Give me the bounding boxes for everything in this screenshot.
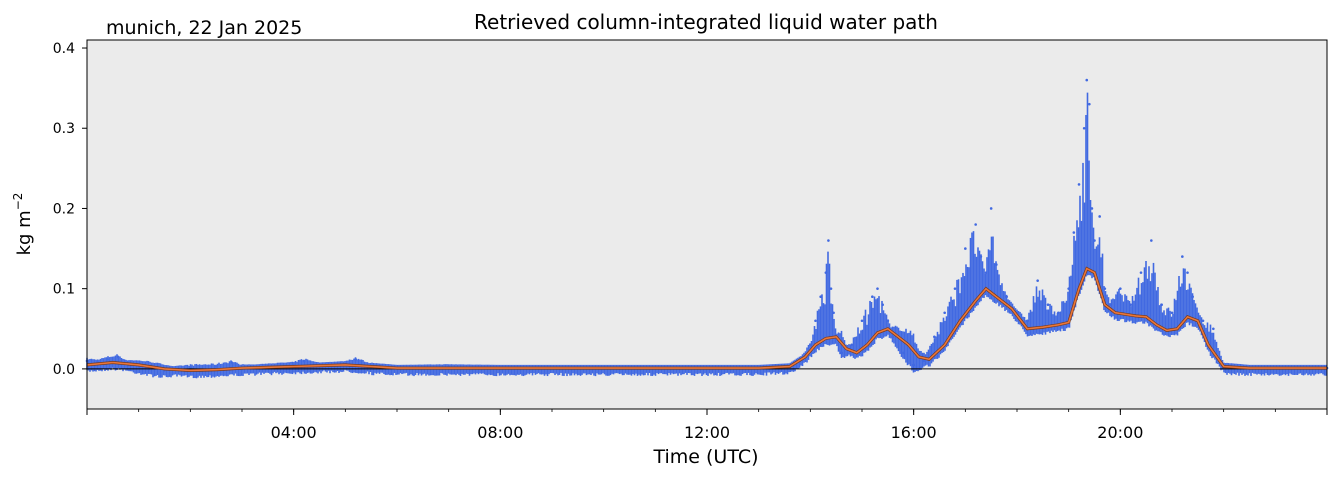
raw-data-point <box>1186 271 1189 274</box>
x-axis-label: Time (UTC) <box>652 446 758 468</box>
x-tick-label: 16:00 <box>891 423 937 442</box>
raw-data-point <box>809 343 812 347</box>
raw-data-point <box>1212 327 1215 331</box>
raw-data-point <box>1093 239 1096 242</box>
raw-data-point <box>106 357 109 361</box>
raw-data-point <box>1181 255 1184 258</box>
raw-data-point <box>214 365 218 368</box>
raw-data-point <box>1057 311 1060 315</box>
y-tick-label: 0.2 <box>53 201 75 217</box>
raw-data-point <box>840 351 843 355</box>
x-tick-label: 12:00 <box>684 423 730 442</box>
raw-data-point <box>1103 287 1107 290</box>
raw-data-point <box>989 207 993 210</box>
raw-data-point <box>1139 271 1143 274</box>
raw-data-point <box>902 351 905 355</box>
raw-data-point <box>819 295 822 298</box>
x-axis: 04:00 08:00 12:00 16:00 20:00 <box>86 409 1328 442</box>
y-tick-label: 0.1 <box>53 282 75 298</box>
raw-data-point <box>1005 295 1008 298</box>
raw-data-point <box>1119 287 1122 290</box>
plot-area <box>87 40 1327 409</box>
raw-data-point <box>995 263 998 266</box>
x-tick-label: 04:00 <box>271 423 317 442</box>
raw-data-point <box>984 271 988 274</box>
raw-data-point <box>964 247 967 250</box>
raw-data-point <box>1201 319 1205 323</box>
raw-data-point <box>974 223 977 226</box>
raw-data-point <box>871 295 874 298</box>
raw-data-point <box>354 357 357 361</box>
raw-data-point <box>832 311 835 315</box>
raw-data-point <box>827 239 830 242</box>
raw-data-point <box>881 303 884 307</box>
chart-title: Retrieved column-integrated liquid water… <box>474 10 938 34</box>
y-axis: 0.0 0.1 0.2 0.3 0.4 <box>53 41 87 378</box>
y-tick-label: 0.0 <box>53 362 75 378</box>
raw-data-point <box>891 335 895 339</box>
raw-data-point <box>943 311 946 315</box>
raw-data-point <box>1082 126 1086 130</box>
raw-data-point <box>230 361 233 364</box>
smoothed-line-layer <box>86 266 1327 373</box>
raw-data-point <box>1067 287 1070 290</box>
raw-data-point <box>302 359 306 363</box>
y-axis-label: kg m−2 <box>11 193 35 256</box>
raw-data-point <box>116 355 120 359</box>
y-axis-label-text: kg m <box>14 210 35 255</box>
raw-data-point <box>189 365 192 369</box>
raw-data-point <box>1046 303 1050 307</box>
raw-data-point <box>850 343 853 347</box>
raw-data-point <box>1108 303 1112 307</box>
raw-data-point <box>1191 295 1194 298</box>
raw-data-point <box>829 287 833 290</box>
raw-data-point <box>1026 319 1029 323</box>
raw-data-point <box>1077 183 1081 186</box>
raw-data-point <box>1170 311 1174 315</box>
raw-data-point <box>922 359 926 363</box>
raw-data-point <box>1085 78 1089 82</box>
location-date-label: munich, 22 Jan 2025 <box>106 17 302 39</box>
raw-data-point <box>912 363 915 367</box>
raw-data-point <box>1150 239 1153 242</box>
raw-data-point <box>1090 207 1094 210</box>
raw-data-point <box>1098 215 1101 218</box>
raw-data-point <box>1088 102 1091 106</box>
raw-data-point <box>1160 303 1163 307</box>
y-tick-label: 0.4 <box>53 41 75 57</box>
raw-data-point <box>1129 303 1132 307</box>
x-tick-label: 20:00 <box>1097 423 1143 442</box>
raw-data-point <box>1072 231 1076 234</box>
y-axis-label-exponent: −2 <box>11 193 25 211</box>
smoothed-line <box>86 267 1327 372</box>
raw-data-point <box>860 319 864 323</box>
raw-data-point <box>1036 279 1039 282</box>
y-tick-label: 0.3 <box>53 121 75 137</box>
raw-data-point <box>933 335 936 339</box>
raw-data-point <box>953 287 957 290</box>
x-tick-label: 08:00 <box>477 423 523 442</box>
raw-data-point <box>979 255 983 258</box>
raw-data-point <box>886 319 890 323</box>
raw-data-point <box>824 271 828 274</box>
raw-data-point <box>814 319 817 323</box>
raw-data-point <box>876 287 879 290</box>
